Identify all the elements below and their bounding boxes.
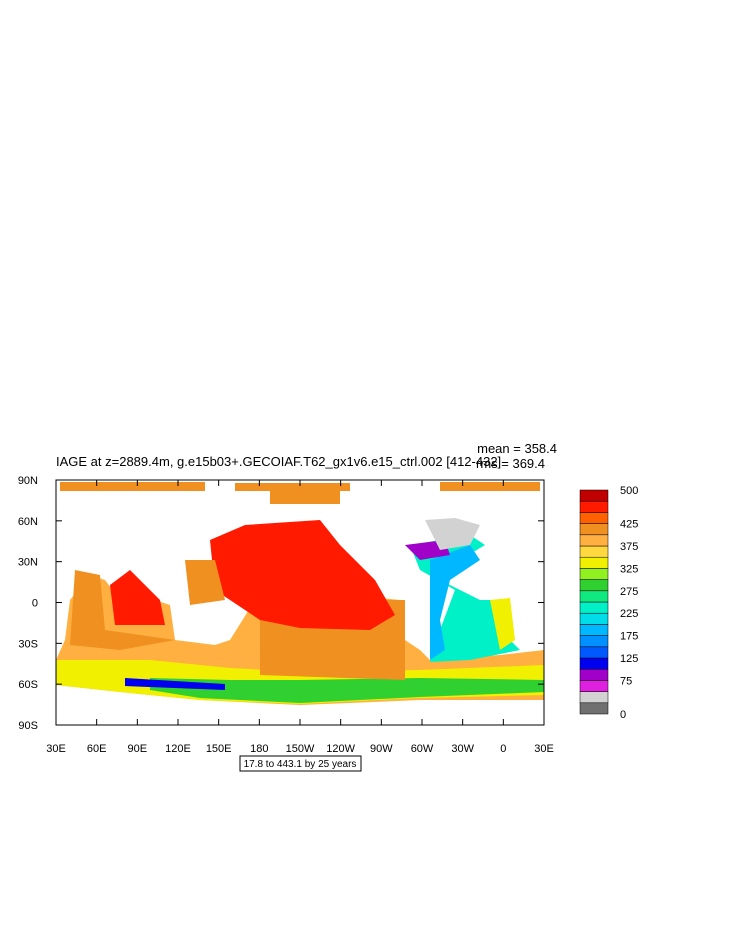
colorbar-box xyxy=(579,512,609,524)
title: IAGE at z=2889.4m, g.e15b03+.GECOIAF.T62… xyxy=(56,454,501,469)
colorbar-box xyxy=(579,612,609,625)
colorbar-box xyxy=(579,680,609,692)
contour-info: 17.8 to 443.1 by 25 years xyxy=(244,759,357,770)
colorbar-box xyxy=(579,624,609,636)
colorbar-box xyxy=(579,500,609,513)
colorbar-label: 325 xyxy=(620,563,638,575)
y-tick-label: 90S xyxy=(18,720,38,732)
rms: rms = 369.4 xyxy=(476,456,545,471)
colorbar-box xyxy=(579,556,609,569)
colorbar-box xyxy=(579,579,609,592)
x-tick-label: 120W xyxy=(326,743,355,755)
x-tick-label: 90W xyxy=(370,743,393,755)
info-box xyxy=(239,755,362,772)
y-tick-label: 0 xyxy=(32,598,38,610)
colorbar-label: 0 xyxy=(620,709,626,721)
x-tick-label: 180 xyxy=(250,743,268,755)
colorbar-box xyxy=(579,545,609,558)
colorbar-box xyxy=(579,523,609,536)
x-tick-label: 60W xyxy=(411,743,434,755)
colorbar-label: 225 xyxy=(620,608,638,620)
x-tick-label: 0 xyxy=(500,743,506,755)
y-tick-label: 60S xyxy=(18,679,38,691)
x-tick-label: 30W xyxy=(451,743,474,755)
colorbar-label: 375 xyxy=(620,541,638,553)
colorbar-label: 125 xyxy=(620,653,638,665)
colorbar-box xyxy=(579,489,609,502)
colorbar-box xyxy=(579,534,609,547)
colorbar-label: 75 xyxy=(620,675,632,687)
colorbar-box xyxy=(579,657,609,670)
colorbar-label: 275 xyxy=(620,586,638,598)
x-tick-label: 30E xyxy=(46,743,66,755)
colorbar-box xyxy=(579,691,609,704)
colorbar-box xyxy=(579,646,609,659)
y-tick-label: 60N xyxy=(18,516,38,528)
y-tick-label: 90N xyxy=(18,475,38,487)
x-tick-label: 150E xyxy=(206,743,232,755)
colorbar-label: 500 xyxy=(620,485,638,497)
colorbar-label: 175 xyxy=(620,631,638,643)
map-field xyxy=(56,482,544,705)
x-tick-label: 30E xyxy=(534,743,554,755)
colorbar-box xyxy=(579,590,609,603)
colorbar-box xyxy=(579,568,609,580)
colorbar-box xyxy=(579,702,609,715)
x-tick-label: 120E xyxy=(165,743,191,755)
mean: mean = 358.4 xyxy=(477,441,557,456)
colorbar-box xyxy=(579,601,609,614)
colorbar-label: 425 xyxy=(620,519,638,531)
y-tick-label: 30N xyxy=(18,557,38,569)
colorbar-box xyxy=(579,668,609,681)
x-tick-label: 150W xyxy=(286,743,315,755)
x-tick-label: 60E xyxy=(87,743,107,755)
y-tick-label: 30S xyxy=(18,638,38,650)
x-tick-label: 90E xyxy=(128,743,148,755)
colorbar-box xyxy=(579,635,609,648)
